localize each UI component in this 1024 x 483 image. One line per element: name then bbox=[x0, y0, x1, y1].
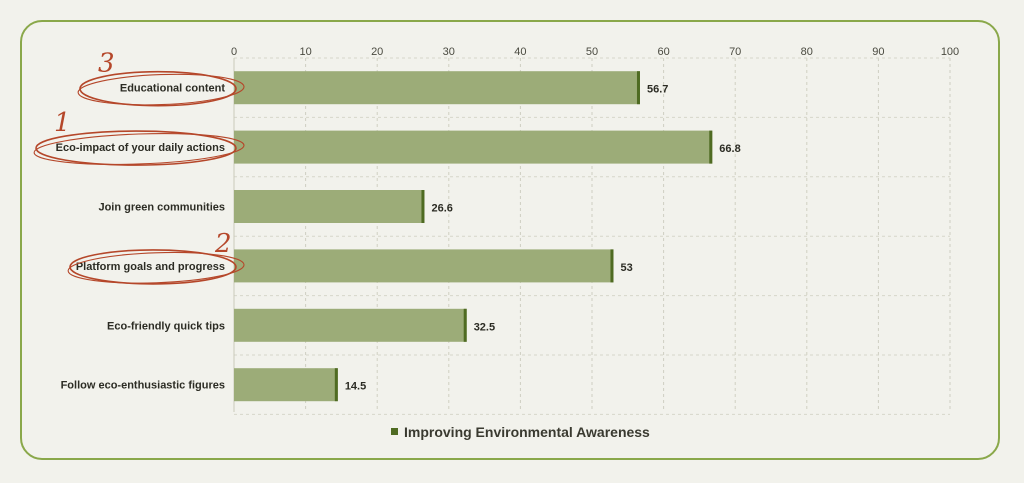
bar-edge bbox=[709, 130, 713, 164]
bar-edge bbox=[610, 249, 614, 283]
bar-edge bbox=[463, 308, 467, 342]
legend-swatch bbox=[391, 428, 398, 435]
value-label: 53 bbox=[620, 262, 632, 274]
annotation-ellipse bbox=[35, 130, 237, 166]
x-tick-label: 70 bbox=[729, 46, 741, 58]
annotation-ellipse-stroke bbox=[67, 251, 245, 284]
bar bbox=[234, 130, 713, 164]
bar bbox=[234, 71, 640, 105]
category-label: Follow eco-enthusiastic figures bbox=[61, 380, 225, 392]
x-tick-label: 100 bbox=[941, 46, 959, 58]
value-label: 66.8 bbox=[719, 143, 740, 155]
x-tick-label: 30 bbox=[443, 46, 455, 58]
category-label: Platform goals and progress bbox=[76, 261, 225, 273]
category-label: Educational content bbox=[120, 83, 225, 95]
category-label: Eco-friendly quick tips bbox=[107, 320, 225, 332]
bar bbox=[234, 368, 338, 402]
bar bbox=[234, 190, 425, 223]
bar-edge bbox=[636, 71, 640, 105]
legend-label: Improving Environmental Awareness bbox=[404, 424, 650, 440]
x-tick-label: 50 bbox=[586, 46, 598, 58]
x-tick-label: 0 bbox=[231, 46, 237, 58]
annotation-rank: 1 bbox=[54, 108, 71, 138]
annotation-ellipse-stroke bbox=[33, 133, 245, 165]
bar-edge bbox=[421, 190, 425, 223]
annotation-ellipse-stroke bbox=[77, 73, 245, 106]
category-label: Eco-impact of your daily actions bbox=[56, 142, 225, 154]
x-tick-label: 90 bbox=[872, 46, 884, 58]
value-label: 26.6 bbox=[431, 203, 452, 215]
x-tick-label: 10 bbox=[299, 46, 311, 58]
value-label: 32.5 bbox=[474, 321, 495, 333]
category-label: Join green communities bbox=[98, 202, 225, 214]
bar bbox=[234, 249, 614, 283]
x-tick-label: 80 bbox=[801, 46, 813, 58]
x-tick-label: 60 bbox=[657, 46, 669, 58]
x-tick-label: 20 bbox=[371, 46, 383, 58]
value-label: 14.5 bbox=[345, 381, 366, 393]
bar bbox=[234, 308, 467, 342]
value-label: 56.7 bbox=[647, 84, 668, 96]
annotation-rank: 2 bbox=[214, 229, 232, 259]
bar-edge bbox=[334, 368, 338, 402]
annotation-rank: 3 bbox=[98, 49, 115, 79]
x-tick-label: 40 bbox=[514, 46, 526, 58]
